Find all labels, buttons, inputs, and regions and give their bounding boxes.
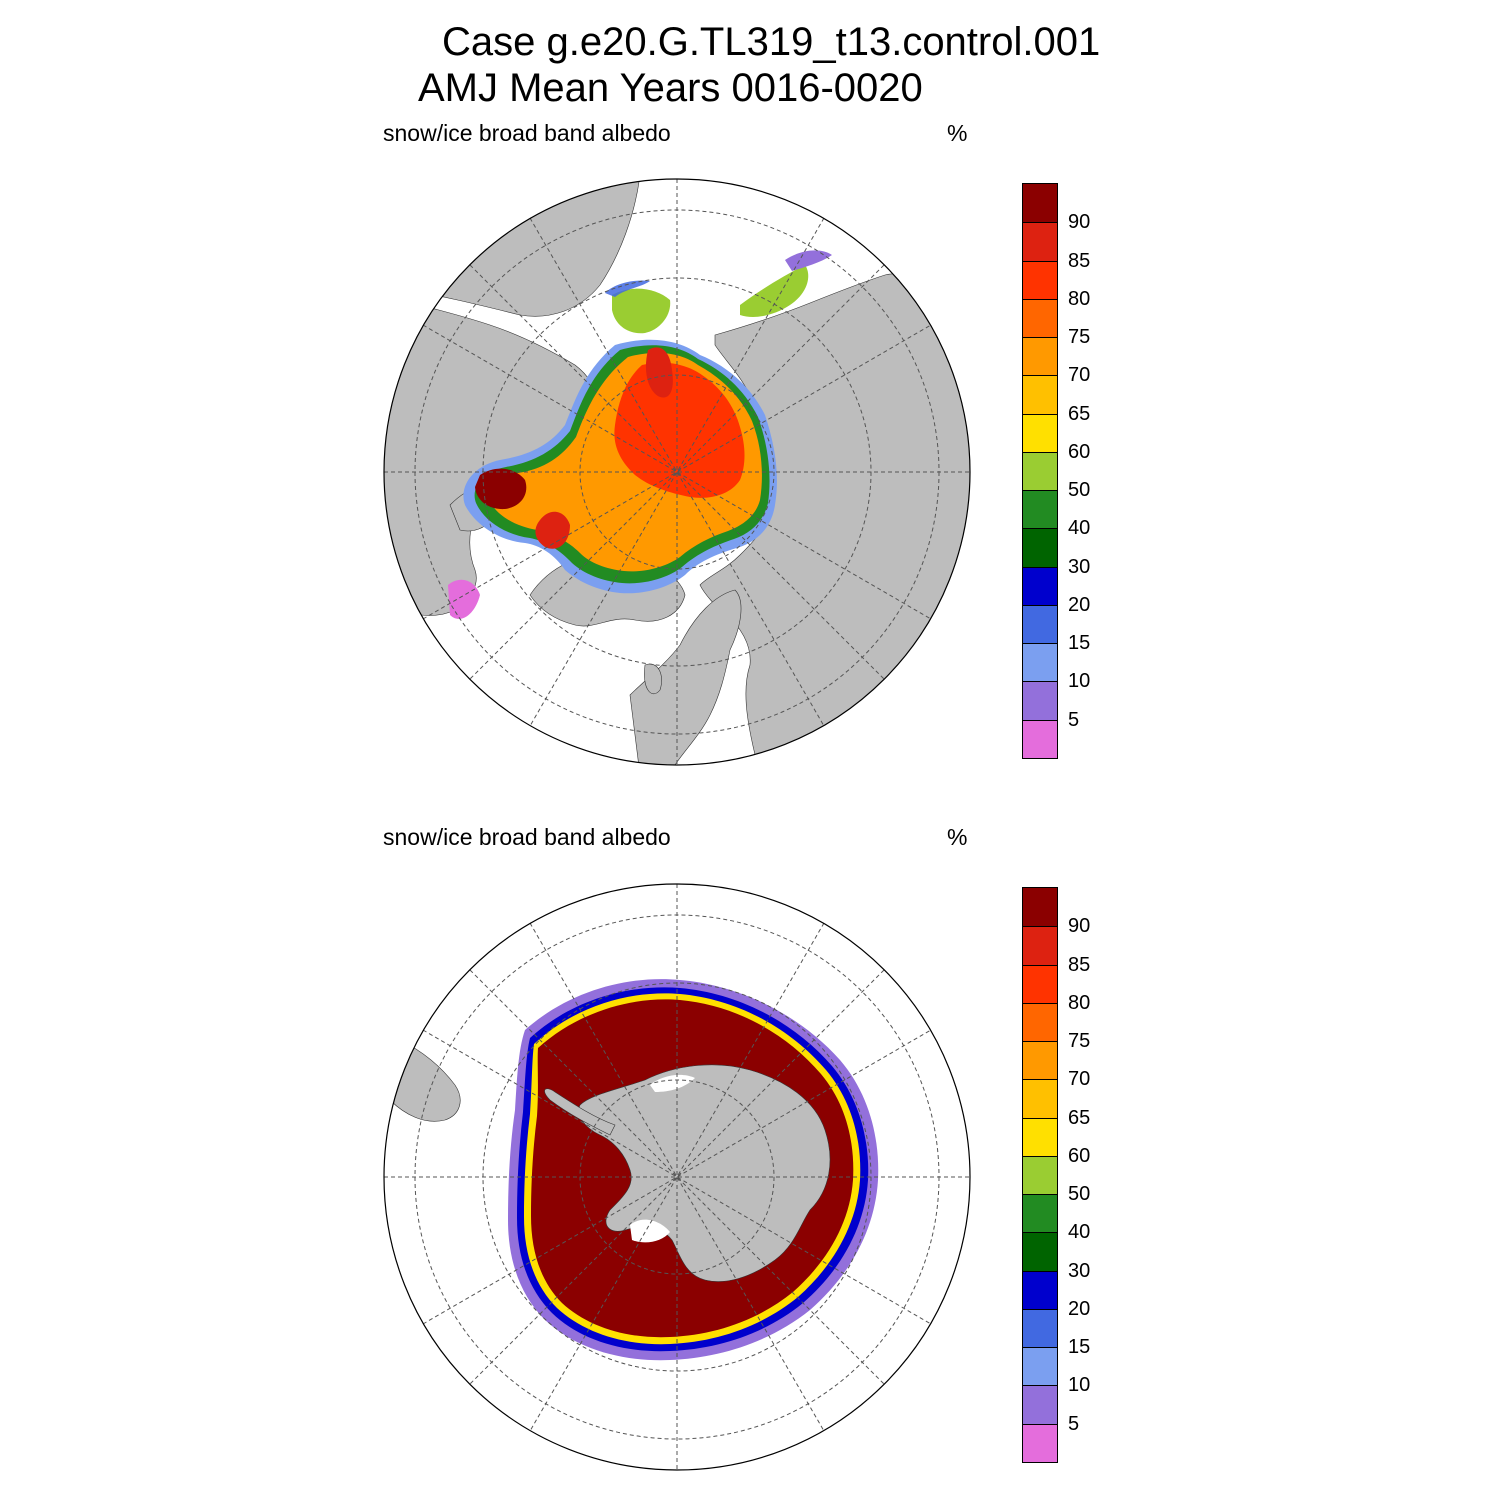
colorbar-south-tick-label: 75 [1068, 1030, 1091, 1053]
colorbar-north-tick-label: 70 [1068, 364, 1091, 387]
antarctic-map [383, 883, 971, 1471]
colorbar-south-tick-label: 15 [1068, 1336, 1091, 1359]
antarctic-graticule [384, 884, 970, 1470]
colorbar-north-tick-label: 85 [1068, 249, 1091, 272]
colorbar-south-tick-label: 70 [1068, 1068, 1091, 1091]
colorbar-south-tick-label: 90 [1068, 915, 1091, 938]
colorbar-north-tick-label: 90 [1068, 211, 1091, 234]
colorbar-north-swatch [1023, 375, 1057, 414]
colorbar-south-swatch [1023, 1002, 1057, 1042]
colorbar-north-swatch [1023, 222, 1057, 261]
colorbar-south-swatch [1023, 1041, 1057, 1080]
colorbar-north-swatch [1023, 490, 1057, 529]
arctic-map [383, 178, 971, 766]
colorbar-south-swatch [1023, 1270, 1057, 1309]
bering-ice [612, 288, 671, 334]
colorbar-south-tick-label: 85 [1068, 953, 1091, 976]
colorbar-north-swatch [1023, 298, 1057, 338]
colorbar-north-swatch [1023, 451, 1057, 491]
colorbar-south-swatch [1023, 1155, 1057, 1195]
colorbar-south-swatch [1023, 1308, 1057, 1348]
panel-south-units-label: % [947, 824, 968, 850]
colorbar-north-tick-label: 20 [1068, 593, 1091, 616]
europe-landmass [629, 589, 742, 765]
antarctic-map-border [383, 883, 971, 1471]
antarctic-peninsula [544, 1088, 616, 1136]
colorbar-north-swatch [1023, 260, 1057, 299]
arctic-graticule [384, 179, 970, 765]
colorbar-south-tick-label: 65 [1068, 1106, 1091, 1129]
colorbar-south-swatch [1023, 1423, 1057, 1462]
bering-ice-edge [605, 280, 650, 297]
colorbar-south-tick-label: 10 [1068, 1374, 1091, 1397]
colorbar-south-swatch [1023, 888, 1057, 927]
colorbar-south-tick-label: 30 [1068, 1259, 1091, 1282]
colorbar-south-swatch [1023, 1194, 1057, 1233]
colorbar-south-swatch [1023, 1117, 1057, 1156]
colorbar-south-tick-label: 40 [1068, 1221, 1091, 1244]
colorbar-north-swatch [1023, 413, 1057, 452]
canadian-archipelago-ice [475, 468, 527, 510]
colorbar-north-tick-label: 10 [1068, 670, 1091, 693]
colorbar-north-swatch [1023, 184, 1057, 223]
arctic-ice-red-core [614, 362, 745, 498]
colorbar-north-swatch [1023, 337, 1057, 376]
colorbar-south-swatch [1023, 1347, 1057, 1386]
colorbar-north-swatch [1023, 528, 1057, 567]
colorbar-north-tick-label: 60 [1068, 440, 1091, 463]
colorbar-north-tick-label: 30 [1068, 555, 1091, 578]
colorbar-north-tick-label: 65 [1068, 402, 1091, 425]
colorbar-south-tick-label: 60 [1068, 1144, 1091, 1167]
colorbar-south-swatch [1023, 1232, 1057, 1271]
colorbar-south-tick-label: 20 [1068, 1297, 1091, 1320]
colorbar-north-tick-label: 75 [1068, 326, 1091, 349]
baffin-ice [535, 511, 570, 549]
colorbar-south-swatch [1023, 926, 1057, 965]
hudson-ice-purple [448, 579, 480, 619]
panel-north-units-label: % [947, 120, 968, 146]
colorbar-north-swatch [1023, 604, 1057, 644]
colorbar-north-swatch [1023, 643, 1057, 682]
panel-north-variable-label: snow/ice broad band albedo [383, 120, 671, 146]
colorbar-north-swatch [1023, 719, 1057, 758]
colorbar-north: 5 10 15 20 30 40 50 60 65 70 75 80 85 90 [1022, 183, 1090, 759]
colorbar-south-swatch [1023, 1385, 1057, 1424]
colorbar-north-swatch [1023, 681, 1057, 720]
weddell-ice-shelf [650, 1074, 695, 1092]
colorbar-south-tick-label: 5 [1068, 1412, 1080, 1435]
colorbar-south-swatch [1023, 964, 1057, 1003]
colorbar-north-swatch [1023, 566, 1057, 605]
colorbar-north-tick-label: 40 [1068, 517, 1091, 540]
arctic-map-border [383, 178, 971, 766]
figure-title-line1: Case g.e20.G.TL319_t13.control.001 [442, 20, 1101, 64]
colorbar-south-tick-label: 50 [1068, 1183, 1091, 1206]
british-isles [644, 663, 662, 695]
ross-ice-shelf [630, 1219, 670, 1243]
colorbar-south-swatch [1023, 1079, 1057, 1118]
colorbar-south: 5 10 15 20 30 40 50 60 65 70 75 80 85 90 [1022, 887, 1090, 1463]
colorbar-south-tick-label: 80 [1068, 991, 1091, 1014]
antarctica-continent [578, 1064, 831, 1282]
arctic-ice-dark-red [645, 347, 673, 398]
colorbar-north-tick-label: 50 [1068, 479, 1091, 502]
colorbar-north-tick-label: 5 [1068, 708, 1080, 731]
figure-title-line2: AMJ Mean Years 0016-0020 [418, 66, 923, 110]
colorbar-north-tick-label: 80 [1068, 287, 1091, 310]
colorbar-north-tick-label: 15 [1068, 632, 1091, 655]
panel-south-variable-label: snow/ice broad band albedo [383, 824, 671, 850]
okhotsk-ice-edge [785, 250, 832, 271]
okhotsk-ice [740, 265, 809, 317]
